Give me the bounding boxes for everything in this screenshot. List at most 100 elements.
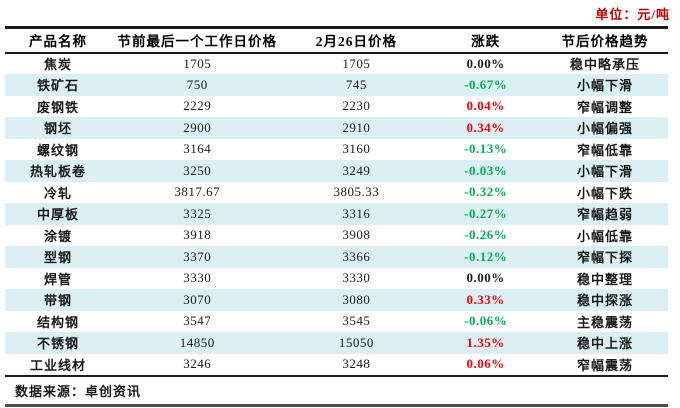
header-trend: 节后价格趋势 — [542, 27, 668, 54]
table-row: 钢坯 2900 2910 0.34% 小幅偏强 — [5, 117, 668, 139]
change-percent: 0.04% — [466, 98, 505, 114]
product-name: 螺纹钢 — [37, 142, 80, 158]
pre-holiday-price: 2229 — [183, 98, 212, 114]
feb26-price: 3330 — [342, 270, 371, 286]
feb26-price: 3805.33 — [333, 184, 380, 200]
product-name: 结构钢 — [37, 314, 80, 330]
data-source: 数据来源：卓创资讯 — [5, 375, 668, 407]
product-name: 工业线材 — [30, 357, 87, 373]
pre-holiday-price: 3164 — [183, 141, 212, 157]
price-trend: 稳中略承压 — [570, 57, 641, 73]
price-trend: 小幅下滑 — [577, 78, 634, 94]
price-trend: 稳中探涨 — [577, 293, 634, 309]
pre-holiday-price: 3070 — [183, 291, 212, 307]
price-trend: 窄幅下探 — [577, 250, 634, 266]
change-percent: -0.27% — [464, 205, 508, 221]
product-name: 带钢 — [44, 293, 73, 309]
table-row: 废钢铁 2229 2230 0.04% 窄幅调整 — [5, 96, 668, 118]
table-row: 结构钢 3547 3545 -0.06% 主稳震荡 — [5, 311, 668, 333]
feb26-price: 3080 — [342, 291, 371, 307]
feb26-price: 745 — [345, 76, 367, 92]
pre-holiday-price: 1705 — [183, 55, 212, 71]
table-header-row: 产品名称 节前最后一个工作日价格 2月26日价格 涨跌 节后价格趋势 — [5, 27, 668, 54]
pre-holiday-price: 3330 — [183, 270, 212, 286]
feb26-price: 3248 — [342, 356, 371, 372]
product-name: 铁矿石 — [37, 78, 80, 94]
product-name: 废钢铁 — [37, 99, 80, 115]
table-row: 焊管 3330 3330 0.00% 稳中整理 — [5, 268, 668, 290]
feb26-price: 3908 — [342, 227, 371, 243]
pre-holiday-price: 3246 — [183, 356, 212, 372]
pre-holiday-price: 3250 — [183, 162, 212, 178]
product-name: 焊管 — [44, 271, 73, 287]
feb26-price: 15050 — [338, 334, 374, 350]
product-name: 冷轧 — [44, 185, 73, 201]
table-row: 带钢 3070 3080 0.33% 稳中探涨 — [5, 289, 668, 311]
pre-holiday-price: 3918 — [183, 227, 212, 243]
price-trend: 小幅偏强 — [577, 121, 634, 137]
product-name: 热轧板卷 — [30, 164, 87, 180]
product-name: 中厚板 — [37, 207, 80, 223]
change-percent: -0.67% — [464, 76, 508, 92]
table-row: 工业线材 3246 3248 0.06% 窄幅震荡 — [5, 354, 668, 376]
table-row: 热轧板卷 3250 3249 -0.03% 小幅下滑 — [5, 160, 668, 182]
change-percent: 0.33% — [466, 291, 505, 307]
table-row: 涂镀 3918 3908 -0.26% 小幅低靠 — [5, 225, 668, 247]
pre-holiday-price: 3370 — [183, 248, 212, 264]
product-name: 焦炭 — [44, 57, 73, 73]
feb26-price: 2230 — [342, 98, 371, 114]
price-trend: 稳中整理 — [577, 271, 634, 287]
table-row: 型钢 3370 3366 -0.12% 窄幅下探 — [5, 246, 668, 268]
change-percent: -0.12% — [464, 248, 508, 264]
table-row: 螺纹钢 3164 3160 -0.13% 窄幅低靠 — [5, 139, 668, 161]
product-name: 型钢 — [44, 250, 73, 266]
change-percent: 0.00% — [466, 270, 505, 286]
price-trend: 窄幅趋弱 — [577, 207, 634, 223]
product-name: 涂镀 — [44, 228, 73, 244]
table-row: 中厚板 3325 3316 -0.27% 窄幅趋弱 — [5, 203, 668, 225]
table-row: 冷轧 3817.67 3805.33 -0.32% 小幅下跌 — [5, 182, 668, 204]
product-name: 不锈钢 — [37, 336, 80, 352]
header-product-name: 产品名称 — [5, 27, 112, 54]
table-row: 焦炭 1705 1705 0.00% 稳中略承压 — [5, 53, 668, 75]
pre-holiday-price: 2900 — [183, 119, 212, 135]
change-percent: -0.26% — [464, 227, 508, 243]
change-percent: -0.06% — [464, 313, 508, 329]
feb26-price: 3160 — [342, 141, 371, 157]
feb26-price: 3316 — [342, 205, 371, 221]
price-trend: 窄幅低靠 — [577, 142, 634, 158]
feb26-price: 3366 — [342, 248, 371, 264]
pre-holiday-price: 14850 — [179, 334, 215, 350]
header-pre-holiday-price: 节前最后一个工作日价格 — [111, 27, 284, 54]
product-name: 钢坯 — [44, 121, 73, 137]
pre-holiday-price: 3547 — [183, 313, 212, 329]
feb26-price: 1705 — [342, 55, 371, 71]
change-percent: 0.00% — [466, 55, 505, 71]
change-percent: 0.06% — [466, 356, 505, 372]
header-feb26-price: 2月26日价格 — [283, 27, 430, 54]
table-row: 铁矿石 750 745 -0.67% 小幅下滑 — [5, 74, 668, 96]
change-percent: 1.35% — [466, 334, 505, 350]
price-trend: 小幅低靠 — [577, 228, 634, 244]
pre-holiday-price: 3817.67 — [174, 184, 221, 200]
change-percent: -0.32% — [464, 184, 508, 200]
change-percent: -0.03% — [464, 162, 508, 178]
table-row: 不锈钢 14850 15050 1.35% 稳中上涨 — [5, 332, 668, 354]
header-change: 涨跌 — [429, 27, 543, 54]
price-trend: 窄幅调整 — [577, 99, 634, 115]
table-body: 焦炭 1705 1705 0.00% 稳中略承压 铁矿石 750 745 -0.67% 小幅下滑废… — [5, 53, 668, 376]
feb26-price: 3249 — [342, 162, 371, 178]
price-trend: 主稳震荡 — [577, 314, 634, 330]
steel-price-table: 产品名称 节前最后一个工作日价格 2月26日价格 涨跌 节后价格趋势 焦炭 170… — [5, 26, 668, 375]
unit-label: 单位：元/吨 — [595, 7, 670, 22]
change-percent: -0.13% — [464, 141, 508, 157]
price-trend: 稳中上涨 — [577, 336, 634, 352]
pre-holiday-price: 3325 — [183, 205, 212, 221]
feb26-price: 3545 — [342, 313, 371, 329]
price-trend: 小幅下滑 — [577, 164, 634, 180]
price-trend: 小幅下跌 — [577, 185, 634, 201]
change-percent: 0.34% — [466, 119, 505, 135]
pre-holiday-price: 750 — [186, 76, 208, 92]
feb26-price: 2910 — [342, 119, 371, 135]
